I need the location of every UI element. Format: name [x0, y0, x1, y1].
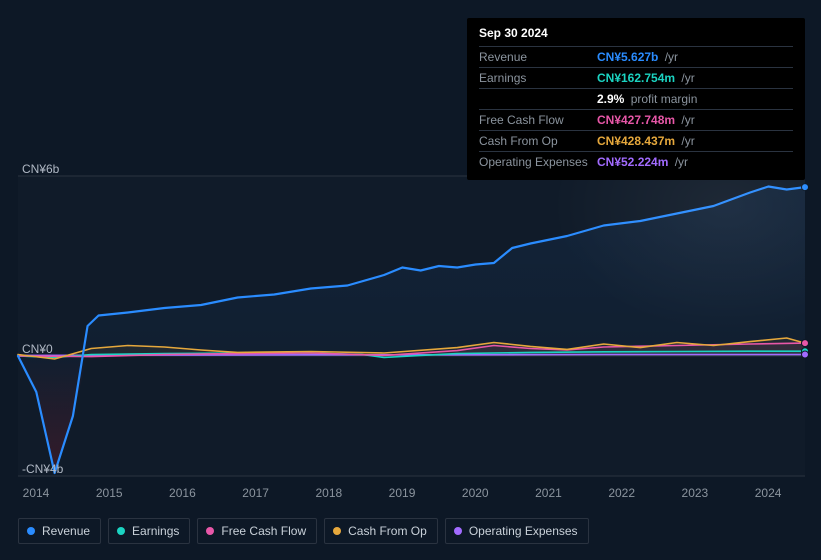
x-axis-label: 2024	[755, 486, 782, 500]
legend-dot-icon	[206, 527, 214, 535]
legend-label: Operating Expenses	[469, 524, 578, 538]
legend-dot-icon	[27, 527, 35, 535]
chart-legend: Revenue Earnings Free Cash Flow Cash From O…	[18, 518, 589, 544]
tooltip-metric-label: Free Cash Flow	[479, 113, 597, 127]
tooltip-metric-unit: /yr	[678, 71, 695, 85]
tooltip-metric-unit: /yr	[678, 134, 695, 148]
tooltip-metric-label: Earnings	[479, 71, 597, 85]
chart-svg	[0, 158, 821, 498]
x-axis-label: 2018	[315, 486, 342, 500]
tooltip-metric-label: Cash From Op	[479, 134, 597, 148]
tooltip-metric-value: CN¥162.754m	[597, 71, 675, 85]
legend-dot-icon	[333, 527, 341, 535]
tooltip-metric-label: Revenue	[479, 50, 597, 64]
x-axis-label: 2016	[169, 486, 196, 500]
x-axis-label: 2014	[23, 486, 50, 500]
legend-item[interactable]: Earnings	[108, 518, 190, 544]
legend-label: Earnings	[132, 524, 179, 538]
x-axis-label: 2015	[96, 486, 123, 500]
legend-dot-icon	[454, 527, 462, 535]
tooltip-row: Operating ExpensesCN¥52.224m /yr	[479, 151, 793, 172]
legend-label: Revenue	[42, 524, 90, 538]
legend-label: Free Cash Flow	[221, 524, 306, 538]
y-axis-label: CN¥0	[22, 342, 53, 356]
legend-label: Cash From Op	[348, 524, 427, 538]
x-axis-label: 2017	[242, 486, 269, 500]
tooltip-row: RevenueCN¥5.627b /yr	[479, 46, 793, 67]
legend-item[interactable]: Revenue	[18, 518, 101, 544]
tooltip-row: 2.9% profit margin	[479, 88, 793, 109]
tooltip-metric-label: Operating Expenses	[479, 155, 597, 169]
legend-item[interactable]: Cash From Op	[324, 518, 438, 544]
tooltip-row: Cash From OpCN¥428.437m /yr	[479, 130, 793, 151]
tooltip-metric-value: CN¥5.627b	[597, 50, 658, 64]
y-axis-label: -CN¥4b	[22, 462, 63, 476]
tooltip-metric-unit: profit margin	[627, 92, 697, 106]
x-axis-label: 2020	[462, 486, 489, 500]
y-axis-label: CN¥6b	[22, 162, 59, 176]
legend-item[interactable]: Free Cash Flow	[197, 518, 317, 544]
x-axis-label: 2022	[608, 486, 635, 500]
tooltip-metric-value: CN¥52.224m	[597, 155, 668, 169]
tooltip-metric-unit: /yr	[671, 155, 688, 169]
tooltip-metric-unit: /yr	[661, 50, 678, 64]
legend-dot-icon	[117, 527, 125, 535]
tooltip-metric-value: CN¥427.748m	[597, 113, 675, 127]
tooltip-row: EarningsCN¥162.754m /yr	[479, 67, 793, 88]
legend-item[interactable]: Operating Expenses	[445, 518, 589, 544]
x-axis-label: 2019	[389, 486, 416, 500]
tooltip-row: Free Cash FlowCN¥427.748m /yr	[479, 109, 793, 130]
x-axis-label: 2023	[682, 486, 709, 500]
financials-chart[interactable]: CN¥6b CN¥0 -CN¥4b	[0, 158, 821, 518]
data-tooltip: Sep 30 2024 RevenueCN¥5.627b /yrEarnings…	[467, 18, 805, 180]
tooltip-metric-value: 2.9%	[597, 92, 624, 106]
tooltip-metric-unit: /yr	[678, 113, 695, 127]
tooltip-metric-value: CN¥428.437m	[597, 134, 675, 148]
x-axis-label: 2021	[535, 486, 562, 500]
tooltip-date: Sep 30 2024	[479, 26, 793, 46]
